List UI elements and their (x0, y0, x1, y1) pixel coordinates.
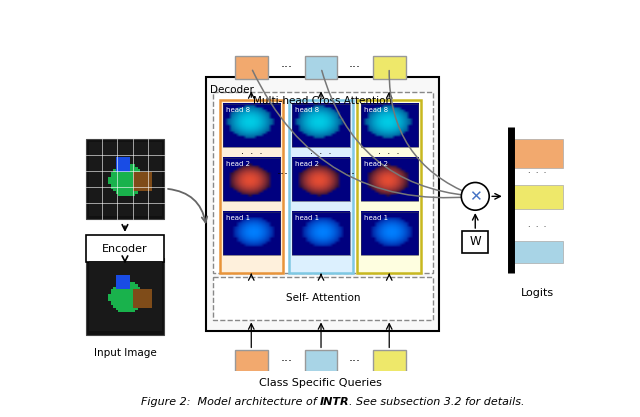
Bar (292, 104, 349, 147)
Bar (86, 235, 164, 262)
Text: ·  ·  ·: · · · (310, 149, 332, 159)
Text: head 1: head 1 (364, 215, 388, 221)
Text: ·  ·  ·: · · · (378, 149, 400, 159)
Bar (86, 258, 164, 335)
Text: W: W (469, 235, 481, 248)
Text: Figure 2:  Model architecture of: Figure 2: Model architecture of (141, 397, 320, 407)
Text: head 2: head 2 (364, 161, 388, 167)
Bar (462, 231, 488, 253)
Text: ·  ·  ·: · · · (528, 169, 547, 178)
Bar (360, 212, 418, 255)
Bar (360, 158, 418, 201)
Bar (513, 185, 563, 209)
Text: head 2: head 2 (296, 161, 319, 167)
Text: ···: ··· (280, 61, 292, 74)
Text: INTR: INTR (320, 397, 349, 407)
Text: Input Image: Input Image (93, 348, 156, 358)
Text: ···: ··· (276, 168, 288, 181)
Bar (292, 212, 349, 255)
Bar (289, 100, 353, 273)
Circle shape (461, 183, 489, 210)
Text: ···: ··· (349, 355, 361, 368)
Bar (213, 93, 433, 273)
Bar (373, 56, 406, 79)
Bar (220, 100, 283, 273)
Bar (223, 104, 280, 147)
Text: ···: ··· (344, 168, 356, 181)
Bar (223, 158, 280, 201)
Text: Encoder: Encoder (102, 244, 148, 254)
Bar (513, 241, 563, 263)
Text: ·  ·  ·: · · · (528, 223, 547, 231)
Text: ✕: ✕ (469, 189, 482, 204)
Bar (373, 350, 406, 374)
Text: Multi-head Cross Attention: Multi-head Cross Attention (253, 96, 392, 106)
Bar (292, 158, 349, 201)
Bar (213, 277, 433, 319)
Text: head 8: head 8 (296, 107, 319, 113)
Text: ·  ·  ·: · · · (241, 149, 262, 159)
Bar (206, 77, 439, 331)
Bar (235, 350, 268, 374)
Text: head 8: head 8 (364, 107, 388, 113)
Bar (86, 138, 164, 219)
Text: head 8: head 8 (226, 107, 250, 113)
Text: ···: ··· (280, 355, 292, 368)
Text: head 1: head 1 (226, 215, 250, 221)
Bar (305, 56, 337, 79)
Text: Self- Attention: Self- Attention (285, 294, 360, 303)
Text: ···: ··· (349, 61, 361, 74)
Bar (235, 56, 268, 79)
Text: . See subsection 3.2 for details.: . See subsection 3.2 for details. (349, 397, 524, 407)
Text: Class Specific Queries: Class Specific Queries (259, 378, 381, 388)
Bar (358, 100, 421, 273)
Bar (305, 350, 337, 374)
Text: Logits: Logits (521, 288, 554, 298)
Text: head 1: head 1 (296, 215, 319, 221)
Bar (513, 138, 563, 168)
Bar (223, 212, 280, 255)
Bar (360, 104, 418, 147)
Text: head 2: head 2 (226, 161, 250, 167)
Text: Decoder: Decoder (210, 85, 254, 95)
